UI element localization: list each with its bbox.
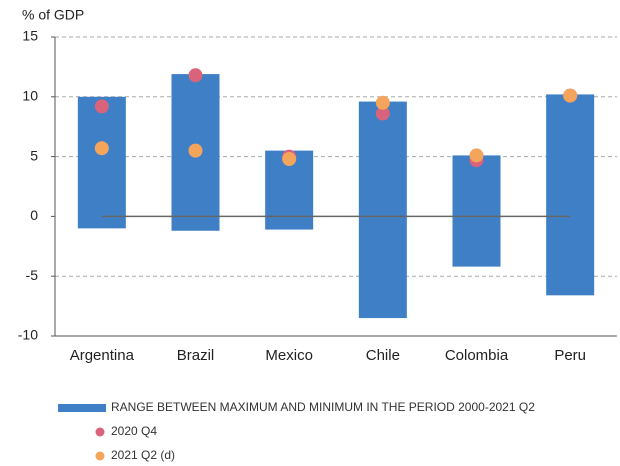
y-tick-label: 15 [22, 28, 38, 44]
legend-marker [95, 451, 105, 461]
legend-marker [95, 427, 105, 437]
range-bar [452, 155, 501, 267]
y-tick-label: 0 [30, 207, 38, 223]
x-tick-label: Chile [366, 347, 400, 364]
range-bar [546, 94, 595, 296]
x-tick-label: Peru [554, 347, 586, 364]
x-tick-label: Mexico [265, 347, 313, 364]
y-axis-label: % of GDP [22, 7, 84, 23]
range-bar [77, 96, 126, 229]
dot [94, 141, 109, 156]
x-tick-label: Argentina [70, 347, 135, 364]
y-tick-label: 10 [22, 88, 38, 104]
range-bar [358, 101, 407, 319]
y-tick-label: -5 [26, 267, 39, 283]
legend-label: 2021 Q2 (d) [111, 448, 175, 462]
legend-swatch [58, 404, 106, 412]
dot [469, 148, 484, 163]
x-tick-label: Brazil [177, 347, 215, 364]
y-tick-label: -10 [18, 327, 38, 343]
dot [282, 151, 297, 166]
x-tick-label: Colombia [445, 347, 509, 364]
dot [188, 143, 203, 158]
legend-label: 2020 Q4 [111, 424, 157, 438]
dot [94, 99, 109, 114]
legend-label: RANGE BETWEEN MAXIMUM AND MINIMUM IN THE… [111, 400, 535, 414]
y-tick-label: 5 [30, 147, 38, 163]
dot [188, 68, 203, 83]
dot [563, 88, 578, 103]
dot [375, 95, 390, 110]
dot [375, 106, 390, 121]
